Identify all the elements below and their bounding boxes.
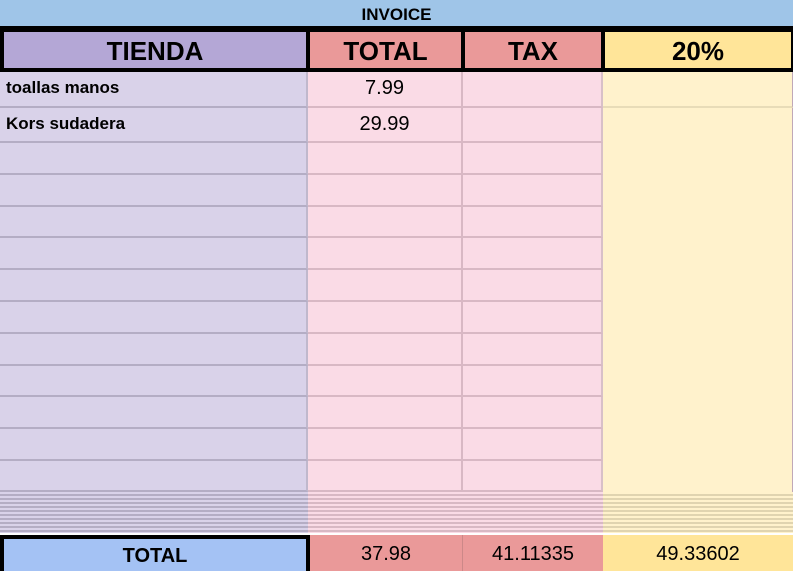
total-cell[interactable] — [308, 270, 463, 302]
tienda-cell[interactable] — [0, 366, 308, 397]
tienda-cell[interactable] — [0, 397, 308, 429]
tax-cell[interactable] — [463, 461, 603, 492]
tienda-cell[interactable] — [0, 302, 308, 334]
tienda-cell[interactable] — [0, 270, 308, 302]
header-tax[interactable]: TAX — [463, 28, 605, 72]
hidden-rows — [308, 492, 463, 533]
hidden-rows — [0, 492, 308, 533]
tienda-cell[interactable] — [0, 429, 308, 461]
tax-cell[interactable] — [463, 302, 603, 334]
tienda-cell[interactable] — [0, 461, 308, 492]
pct-merged-cell[interactable] — [603, 108, 793, 492]
total-cell[interactable]: 7.99 — [308, 72, 463, 108]
header-tienda[interactable]: TIENDA — [0, 28, 310, 72]
hidden-rows — [463, 492, 603, 533]
tax-cell[interactable] — [463, 108, 603, 143]
total-cell[interactable] — [308, 207, 463, 238]
tax-value[interactable]: 41.11335 — [463, 535, 603, 571]
pct-cell[interactable] — [603, 72, 793, 108]
tax-cell[interactable] — [463, 72, 603, 108]
pct-value[interactable]: 49.33602 — [603, 535, 793, 571]
total-cell[interactable] — [308, 175, 463, 207]
hidden-rows — [603, 492, 793, 533]
tienda-cell[interactable]: Kors sudadera — [0, 108, 308, 143]
tax-cell[interactable] — [463, 397, 603, 429]
total-cell[interactable] — [308, 302, 463, 334]
total-cell[interactable] — [308, 429, 463, 461]
total-cell[interactable] — [308, 238, 463, 270]
tienda-cell[interactable] — [0, 238, 308, 270]
tax-cell[interactable] — [463, 143, 603, 175]
tienda-cell[interactable]: toallas manos — [0, 72, 308, 108]
total-value[interactable]: 37.98 — [310, 535, 463, 571]
tienda-cell[interactable] — [0, 175, 308, 207]
total-label[interactable]: TOTAL — [0, 535, 310, 571]
total-cell[interactable] — [308, 334, 463, 366]
total-cell[interactable] — [308, 143, 463, 175]
total-cell[interactable] — [308, 461, 463, 492]
tienda-cell[interactable] — [0, 334, 308, 366]
total-cell[interactable] — [308, 366, 463, 397]
tax-cell[interactable] — [463, 366, 603, 397]
total-cell[interactable] — [308, 397, 463, 429]
tax-cell[interactable] — [463, 238, 603, 270]
tax-cell[interactable] — [463, 175, 603, 207]
total-cell[interactable]: 29.99 — [308, 108, 463, 143]
tienda-cell[interactable] — [0, 143, 308, 175]
tax-cell[interactable] — [463, 429, 603, 461]
header-total[interactable]: TOTAL — [308, 28, 465, 72]
tax-cell[interactable] — [463, 207, 603, 238]
tax-cell[interactable] — [463, 334, 603, 366]
tienda-cell[interactable] — [0, 207, 308, 238]
invoice-title: INVOICE — [0, 0, 793, 28]
tax-cell[interactable] — [463, 270, 603, 302]
header-pct[interactable]: 20% — [603, 28, 793, 72]
